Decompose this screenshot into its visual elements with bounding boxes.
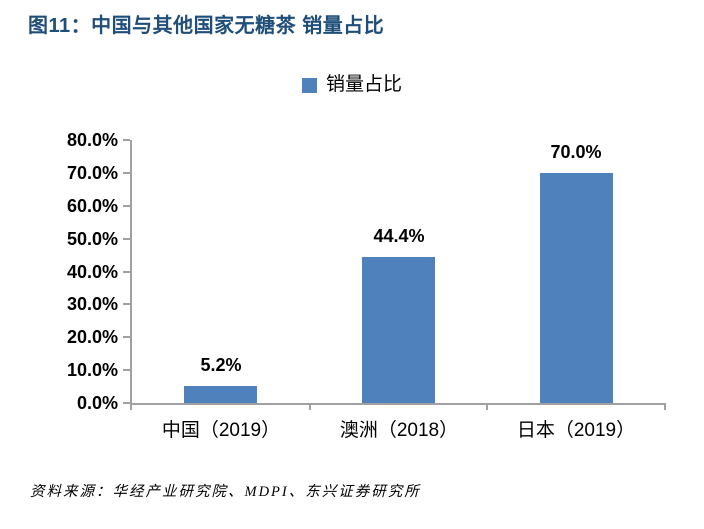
- plot-area: 0.0% 10.0% 20.0% 30.0% 40.0% 50.0% 60.0% 70.0% 8…: [67, 130, 666, 441]
- y-tick-mark: [123, 139, 130, 141]
- y-tick-mark: [123, 336, 130, 339]
- y-axis-tick-label: 20.0%: [66, 327, 118, 348]
- y-axis-tick-label: 80.0%: [66, 130, 118, 150]
- x-tick-mark: [309, 403, 311, 410]
- x-axis-category-label: 中国（2019）: [161, 420, 281, 441]
- y-axis-tick-label: 70.0%: [66, 162, 118, 183]
- y-tick-mark: [123, 171, 130, 174]
- y-axis-tick-label: 0.0%: [76, 393, 118, 413]
- bar: [540, 173, 613, 403]
- y-axis-tick-label: 50.0%: [66, 228, 118, 249]
- x-axis-category-label: 澳洲（2018）: [339, 420, 459, 441]
- y-tick-mark: [123, 402, 130, 404]
- x-tick-mark: [664, 403, 666, 410]
- y-axis-tick-label: 10.0%: [66, 360, 118, 381]
- x-tick-mark: [486, 403, 488, 410]
- y-axis-tick-label: 40.0%: [66, 261, 118, 282]
- bar-value-label: 70.0%: [550, 142, 602, 162]
- y-axis-tick-label: 30.0%: [66, 294, 118, 315]
- x-axis-category-label: 日本（2019）: [516, 420, 636, 441]
- y-tick-mark: [123, 369, 130, 372]
- legend-swatch-icon: [301, 77, 317, 93]
- legend-label: 销量占比: [325, 74, 402, 95]
- source-note: 资料来源：华经产业研究院、MDPI、东兴证券研究所: [30, 484, 421, 500]
- y-tick-mark: [123, 204, 130, 207]
- bar-value-label: 5.2%: [200, 355, 242, 375]
- bar-value-label: 44.4%: [373, 226, 425, 246]
- y-tick-mark: [123, 270, 130, 273]
- y-tick-mark: [123, 237, 130, 240]
- chart-legend: 销量占比: [0, 74, 704, 96]
- bar: [184, 386, 257, 403]
- bar: [362, 257, 435, 403]
- y-tick-mark: [123, 303, 130, 306]
- y-axis-tick-label: 60.0%: [66, 195, 118, 216]
- figure-title: 图11：中国与其他国家无糖茶 销量占比: [28, 15, 385, 37]
- x-tick-mark: [130, 403, 132, 410]
